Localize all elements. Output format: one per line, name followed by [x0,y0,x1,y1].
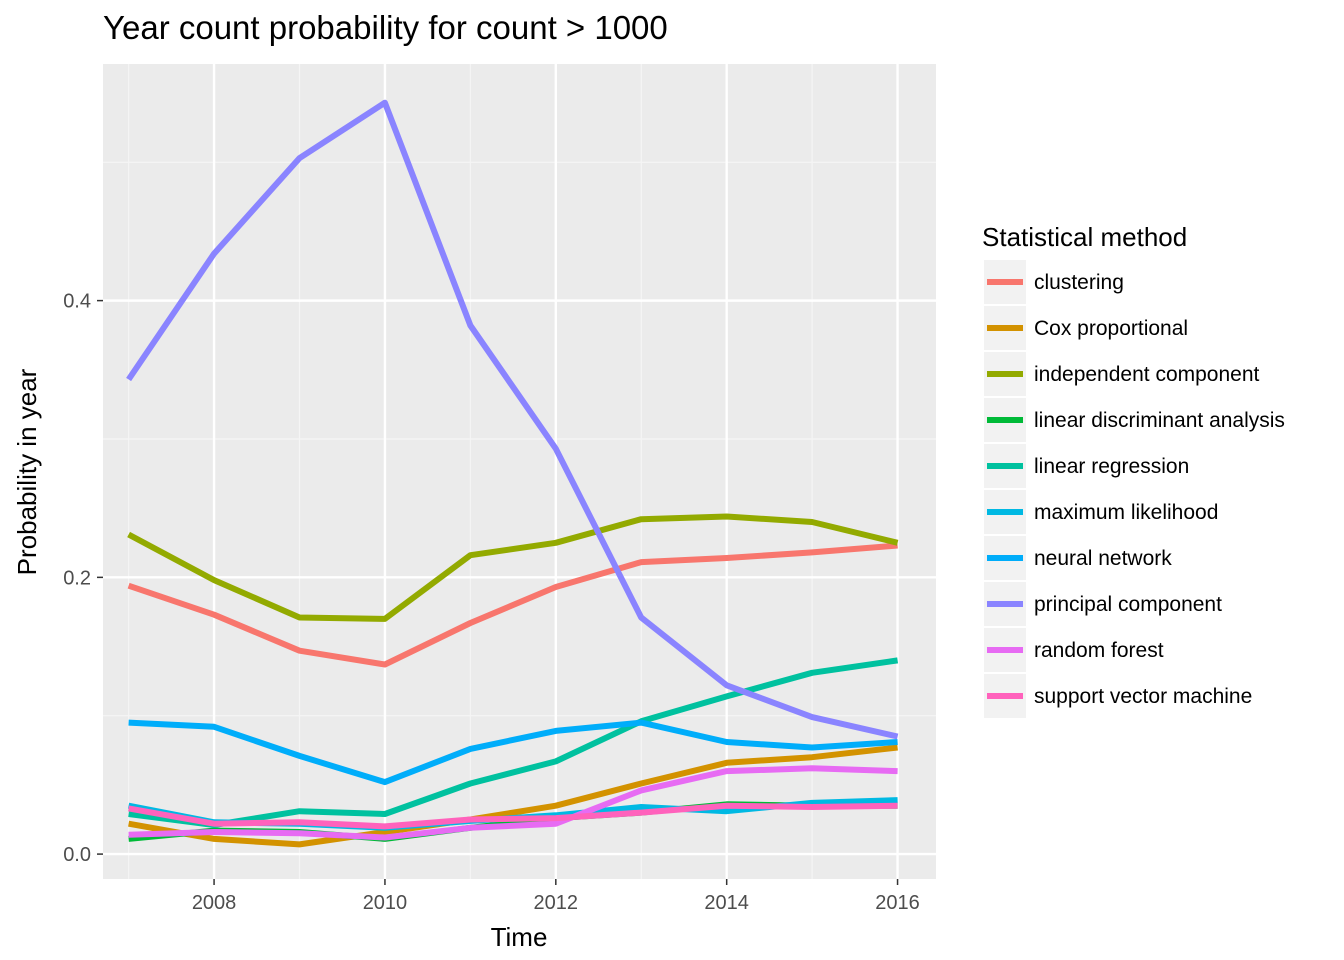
series-line-neural-network [128,719,898,786]
x-tick-label: 2016 [875,892,920,914]
series-line-independent-component [127,513,899,622]
x-axis-title: Time [491,922,548,952]
chart-title: Year count probability for count > 1000 [103,9,668,46]
y-tick-label: 0.2 [63,567,91,589]
legend-items: clustering Cox proportional independent co… [984,260,1285,718]
legend: Statistical method clustering Cox proport… [982,222,1285,718]
axis-ticks: 2008 2010 2012 2014 2016 0.0 0.2 0.4 [63,291,920,914]
legend-label-maximum-likelihood: maximum likelihood [1034,501,1218,524]
series-line-cox-proportional [128,744,898,848]
x-tick-label: 2008 [192,892,237,914]
legend-label-random-forest: random forest [1034,639,1164,662]
legend-label-cox-proportional: Cox proportional [1034,317,1188,340]
plot-panel [103,64,936,879]
legend-label-neural-network: neural network [1034,547,1172,570]
legend-label-principal-component: principal component [1034,593,1222,616]
x-tick-label: 2012 [534,892,579,914]
series-line-random-forest [128,765,898,841]
series-line-principal-component [126,99,899,740]
legend-title: Statistical method [982,222,1187,252]
legend-label-clustering: clustering [1034,271,1124,294]
series-lines [126,99,899,848]
series-line-linear-regression [128,657,899,828]
legend-label-independent-component: independent component [1034,363,1260,386]
series-line-support-vector-machine [128,802,898,830]
x-tick-label: 2010 [363,892,408,914]
y-axis-title: Probability in year [12,368,42,575]
legend-label-support-vector-machine: support vector machine [1034,685,1252,708]
y-tick-label: 0.0 [63,844,91,866]
series-line-clustering [127,542,898,668]
y-tick-label: 0.4 [63,291,91,313]
legend-label-linear-regression: linear regression [1034,455,1189,478]
grid-lines [103,64,936,879]
legend-label-linear-discriminant-analysis: linear discriminant analysis [1034,409,1285,432]
x-tick-label: 2014 [704,892,749,914]
